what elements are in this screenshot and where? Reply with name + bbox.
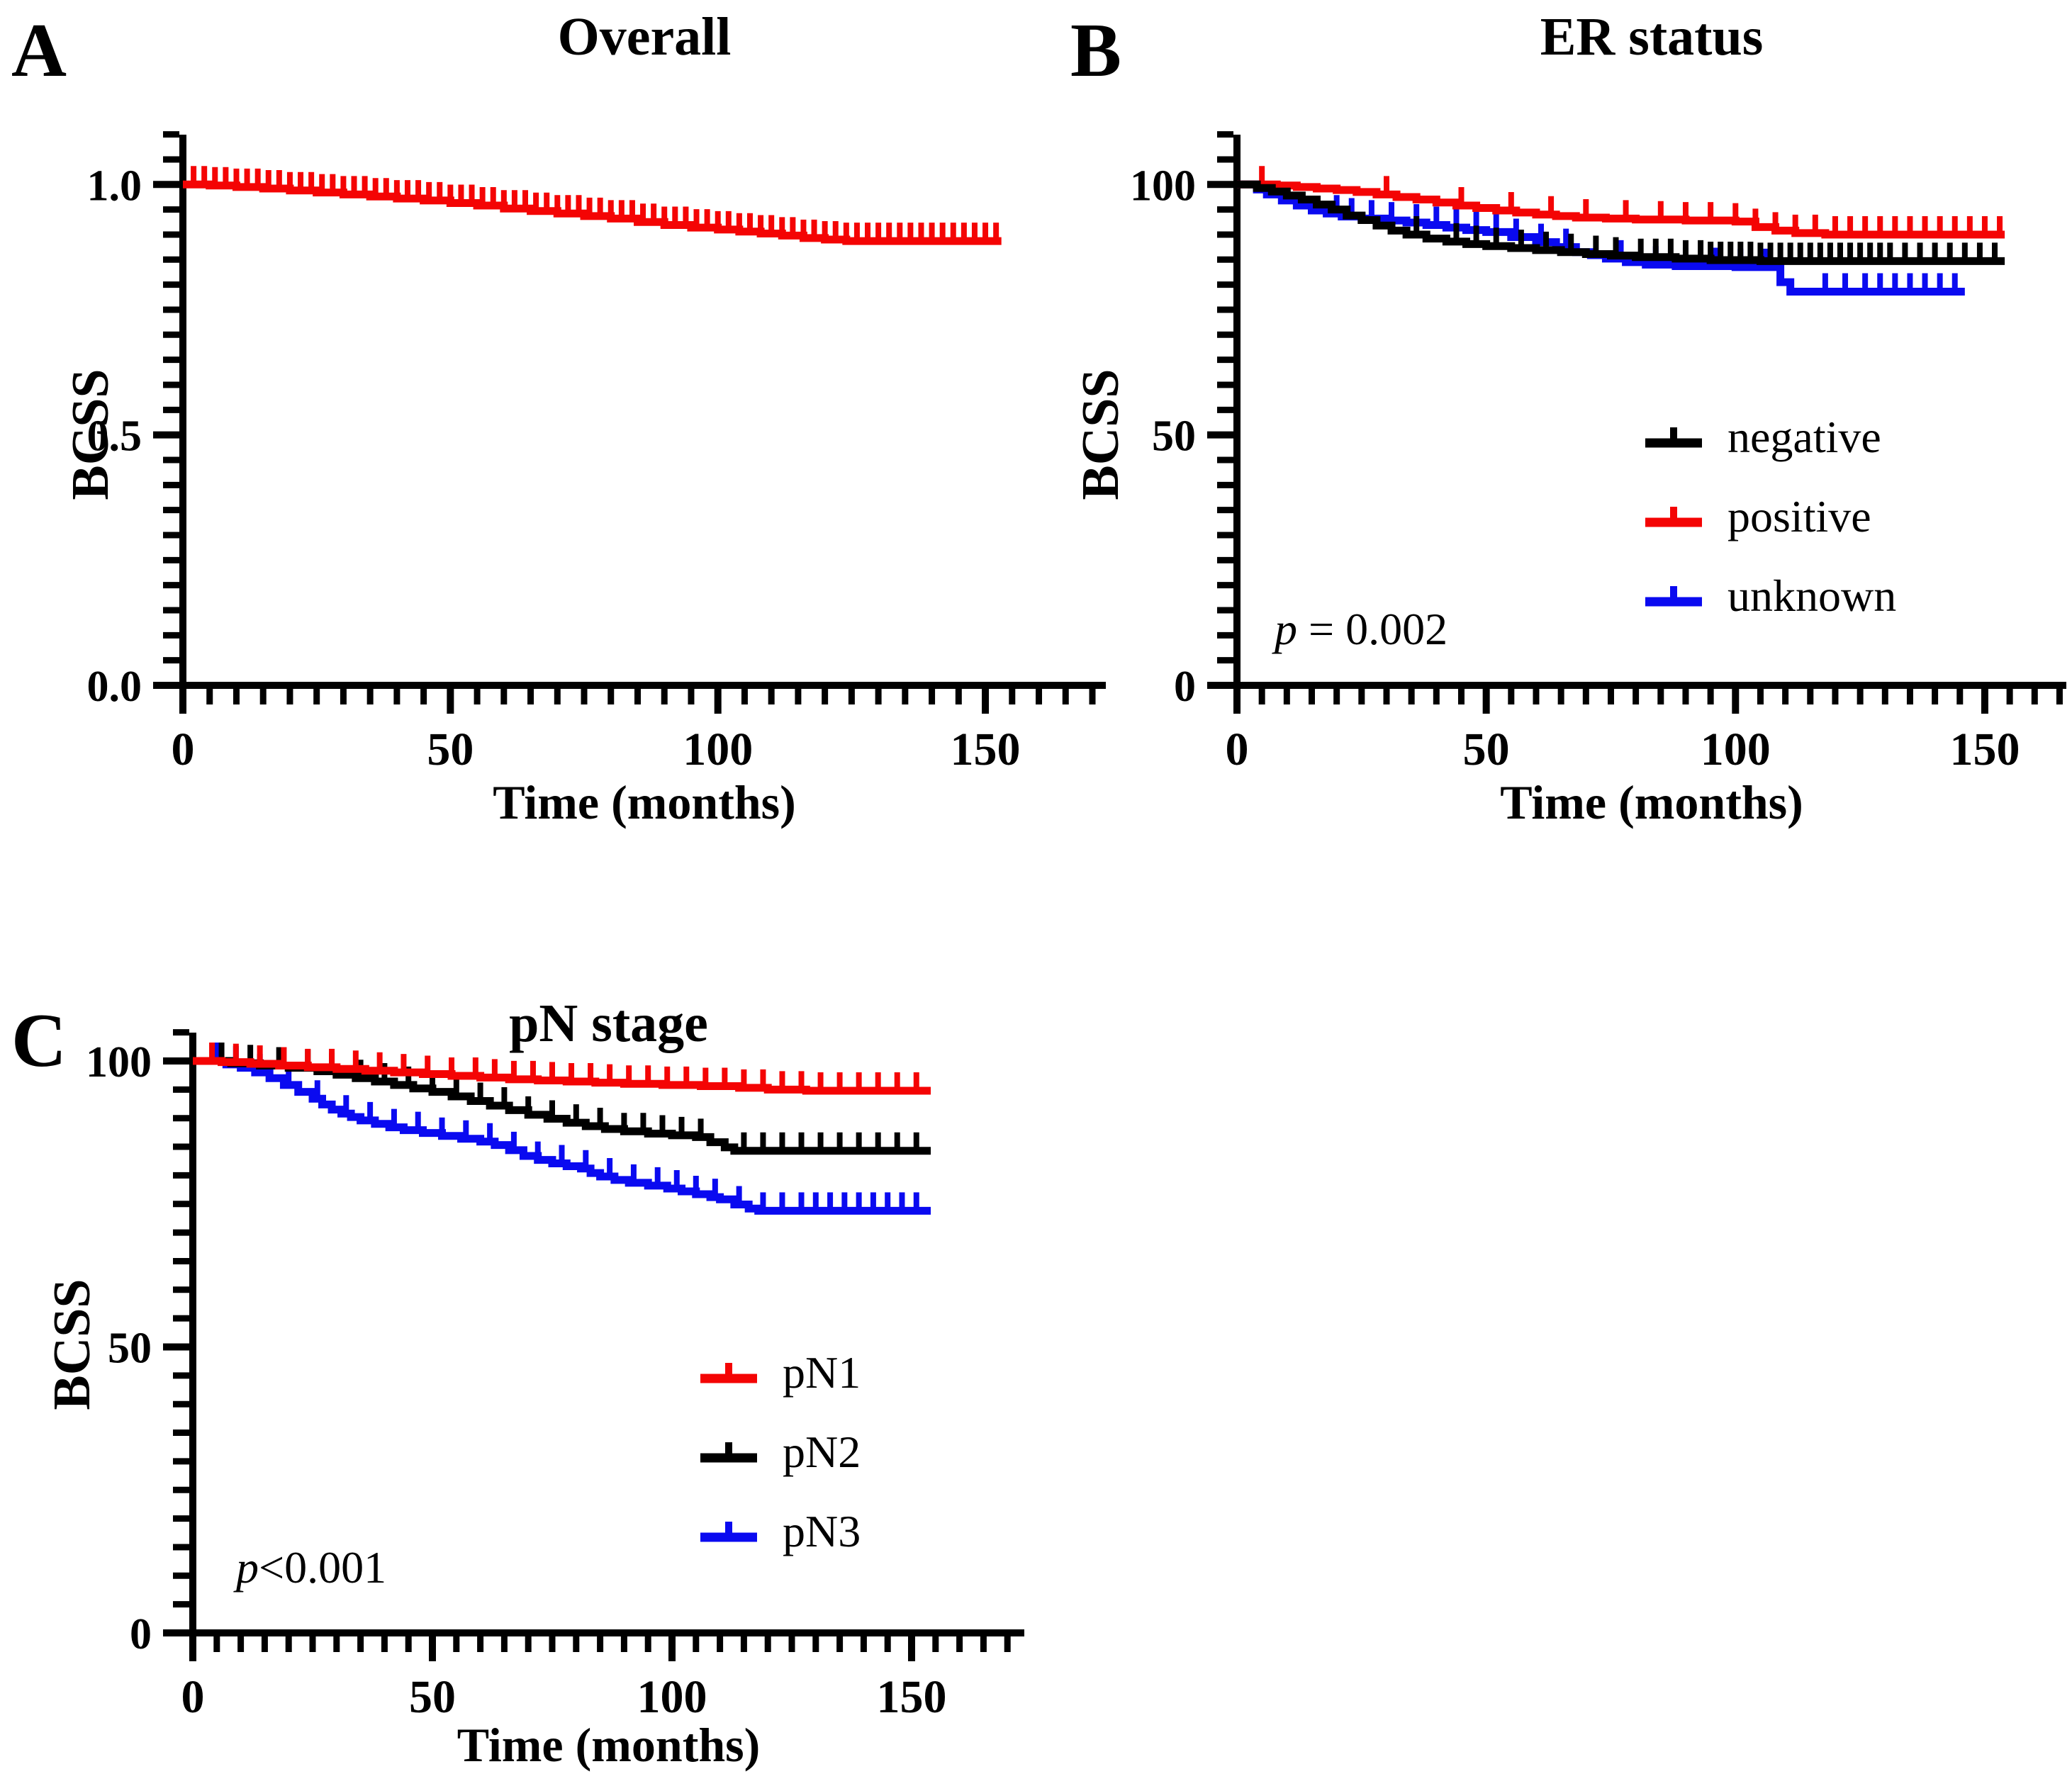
panel-B-plot: 100 50 00 50 100 150 [1130,131,2066,775]
x-tick-label: 150 [877,1671,947,1723]
km-curve-unknown [1237,180,1965,296]
y-tick-label: 0 [130,1610,152,1658]
x-tick-label: 50 [409,1671,456,1723]
legend-item-pn1: pN1 [696,1343,861,1403]
x-tick-label: 0 [181,1671,205,1723]
panel-a-title: Overall [557,7,732,67]
panel-c-y-axis-label: BCSS [43,1279,101,1410]
x-tick-label: 100 [637,1671,707,1723]
km-censor-symbol-pn1 [700,1363,757,1383]
x-tick-label: 100 [1701,724,1771,775]
x-tick-label: 50 [427,724,474,775]
panel-c-x-axis-label: Time (months) [457,1718,761,1772]
km-censor-symbol-negative [1645,427,1702,448]
km-censor-symbol-pn3 [700,1522,757,1542]
y-tick-label: 50 [1152,412,1196,461]
panel-b-p-value: p = 0.002 [1275,607,1447,652]
legend-item-unknown: unknown [1641,566,1896,626]
x-tick-label: 50 [1463,724,1510,775]
legend-label-positive: positive [1727,491,1871,541]
y-tick-label: 0.5 [87,412,142,461]
panel-b-x-axis-label: Time (months) [1500,775,1803,829]
km-censor-symbol-positive [1645,507,1702,527]
y-tick-label: 100 [86,1038,152,1086]
legend-label-pn1: pN1 [783,1347,861,1398]
panel-C-plot: 100 50 00 50 100 150 [86,1029,1024,1723]
panel-a-y-axis-label: BCSS [62,369,120,500]
km-curve-positive [1237,180,2005,239]
legend-item-positive: positive [1641,487,1871,546]
panel-b-y-axis-label: BCSS [1072,369,1130,500]
x-tick-label: 150 [951,724,1021,775]
km-curve-negative [1237,180,2005,265]
legend-label-unknown: unknown [1727,571,1897,621]
km-censor-symbol-unknown [1645,586,1702,607]
panel-a-x-axis-label: Time (months) [493,775,796,829]
panel-c-title: pN stage [509,994,708,1053]
km-curve-pN3 [193,1057,931,1215]
y-tick-label: 0.0 [87,663,142,711]
p-value-text: = 0.002 [1297,604,1448,654]
panel-c-letter: C [11,999,67,1083]
y-tick-label: 1.0 [87,162,142,210]
legend-item-negative: negative [1641,408,1881,467]
x-tick-label: 150 [1949,724,2020,775]
legend-label-pn3: pN3 [783,1506,861,1556]
p-value-text: <0.001 [259,1542,387,1593]
panel-b-title: ER status [1540,7,1764,67]
y-tick-label: 0 [1174,663,1196,711]
panel-c-p-value: p<0.001 [236,1545,386,1590]
y-tick-label: 50 [108,1325,152,1373]
y-tick-label: 100 [1130,162,1196,210]
x-tick-label: 0 [172,724,195,775]
x-tick-label: 0 [1226,724,1249,775]
km-censor-symbol-pn2 [700,1442,757,1463]
panel-a-letter: A [11,9,67,93]
panel-A-plot: 1.0 0.5 0.0 0 50 100 150 [87,131,1106,775]
x-tick-label: 100 [683,724,753,775]
p-symbol: p [1275,604,1297,654]
legend-item-pn2: pN2 [696,1422,861,1482]
p-symbol: p [236,1542,259,1593]
legend-label-negative: negative [1727,412,1881,462]
panel-b-letter: B [1070,9,1122,93]
legend-item-pn3: pN3 [696,1502,861,1561]
legend-label-pn2: pN2 [783,1427,861,1477]
